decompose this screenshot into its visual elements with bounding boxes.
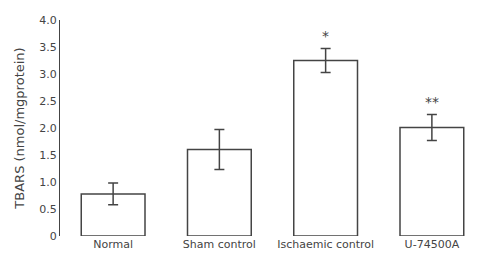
svg-text:1.0: 1.0 — [39, 176, 57, 189]
svg-text:2.0: 2.0 — [39, 122, 57, 135]
svg-text:4.0: 4.0 — [39, 14, 57, 27]
svg-text:0.5: 0.5 — [39, 203, 57, 216]
svg-text:Ischaemic control: Ischaemic control — [277, 238, 374, 251]
svg-text:2.5: 2.5 — [39, 95, 57, 108]
svg-text:U-74500A: U-74500A — [405, 238, 460, 251]
svg-text:*: * — [322, 28, 329, 44]
svg-text:3.0: 3.0 — [39, 68, 57, 81]
svg-text:Sham control: Sham control — [183, 238, 256, 251]
svg-text:TBARS (nmol/mgprotein): TBARS (nmol/mgprotein) — [12, 47, 27, 209]
svg-text:3.5: 3.5 — [39, 41, 57, 54]
svg-text:0: 0 — [50, 230, 57, 243]
svg-text:Normal: Normal — [93, 238, 133, 251]
svg-text:**: ** — [425, 94, 439, 110]
svg-text:1.5: 1.5 — [39, 149, 57, 162]
